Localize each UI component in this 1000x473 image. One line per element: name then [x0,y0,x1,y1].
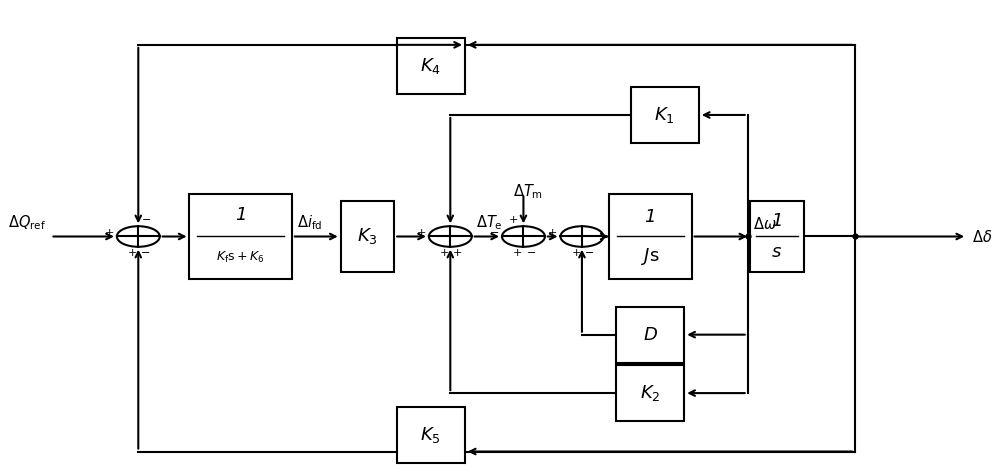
Circle shape [117,226,160,247]
Bar [189,194,292,279]
Text: s: s [772,243,782,261]
Text: +: + [513,248,522,258]
Text: −: − [142,215,152,225]
Text: $\Delta T_{\rm m}$: $\Delta T_{\rm m}$ [513,182,543,201]
Text: −: − [141,248,151,258]
Text: $J{\rm s}$: $J{\rm s}$ [641,245,660,267]
Text: −: − [585,248,594,258]
Bar [341,201,394,272]
Text: +: + [417,228,426,238]
Circle shape [429,226,472,247]
Text: $\Delta i_{\rm fd}$: $\Delta i_{\rm fd}$ [297,213,322,232]
Text: +: + [453,248,463,258]
Text: 1: 1 [771,212,783,230]
Text: +: + [548,228,558,238]
Text: $\Delta Q_{\rm ref}$: $\Delta Q_{\rm ref}$ [8,213,46,232]
Circle shape [560,226,603,247]
Text: $K_4$: $K_4$ [420,56,441,76]
Text: $K_{\rm f}{\rm s}+K_6$: $K_{\rm f}{\rm s}+K_6$ [216,250,265,265]
Text: $\Delta\omega$: $\Delta\omega$ [753,216,776,232]
Bar [616,365,684,421]
Text: $K_2$: $K_2$ [640,383,660,403]
Bar [750,201,804,272]
Text: $K_1$: $K_1$ [654,105,675,125]
Text: $\Delta\delta$: $\Delta\delta$ [972,228,992,245]
Text: +: + [105,228,114,238]
Text: $K_5$: $K_5$ [420,425,441,445]
Circle shape [502,226,545,247]
Text: +: + [509,215,519,225]
Text: $D$: $D$ [643,326,658,344]
Bar [397,38,465,94]
Text: −: − [490,228,499,238]
Bar [631,87,699,143]
Bar [609,194,692,279]
Text: +: + [571,248,581,258]
Text: 1: 1 [235,207,246,225]
Bar [397,407,465,463]
Text: $K_3$: $K_3$ [357,227,378,246]
Text: −: − [526,248,536,258]
Text: +: + [440,248,449,258]
Text: +: + [128,248,137,258]
Text: $\Delta T_{\rm e}$: $\Delta T_{\rm e}$ [476,213,502,232]
Text: 1: 1 [644,208,656,226]
Bar [616,307,684,363]
